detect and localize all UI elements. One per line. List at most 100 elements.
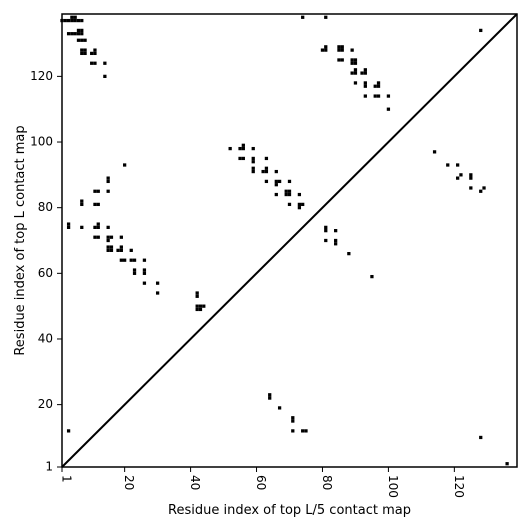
contact-mark-upper <box>301 202 305 207</box>
contact-mark-upper <box>116 248 120 252</box>
contact-mark-upper <box>106 245 110 249</box>
contact-mark-upper <box>80 225 84 229</box>
contact-mark-upper <box>73 18 77 23</box>
contact-mark-upper <box>386 107 391 111</box>
contact-mark-upper <box>334 238 338 243</box>
contact-mark-upper <box>119 258 123 262</box>
contact-mark-upper <box>287 179 292 184</box>
contact-mark-lower <box>301 429 305 433</box>
contact-mark-upper <box>376 94 381 98</box>
contact-mark-upper <box>70 18 74 23</box>
contact-mark-lower <box>304 429 308 433</box>
y-tick-label: 40 <box>38 331 53 345</box>
contact-mark-upper <box>386 94 391 98</box>
contact-mark-upper <box>93 202 97 207</box>
contact-mark-upper <box>274 192 278 197</box>
contact-mark-upper <box>353 61 358 65</box>
contact-mark-upper <box>347 252 351 256</box>
x-tick-label: 120 <box>452 475 466 498</box>
contact-mark-upper <box>195 307 199 312</box>
contact-mark-lower <box>459 173 463 177</box>
contact-mark-upper <box>93 51 97 56</box>
contact-mark-upper <box>96 235 100 239</box>
x-tick-label: 80 <box>320 475 334 490</box>
contact-mark-lower <box>479 435 483 440</box>
contact-mark-lower <box>277 406 282 410</box>
contact-mark-upper <box>80 48 84 52</box>
contact-mark-lower <box>479 28 483 33</box>
contact-mark-lower <box>268 396 272 400</box>
contact-mark-upper <box>264 156 269 161</box>
contact-mark-upper <box>324 225 328 229</box>
contact-mark-upper <box>360 71 364 75</box>
contact-mark-upper <box>287 192 292 197</box>
contact-mark-upper <box>350 71 354 75</box>
contact-mark-upper <box>76 38 81 42</box>
contact-mark-upper <box>301 15 305 19</box>
contact-mark-lower <box>469 173 473 177</box>
contact-mark-upper <box>76 32 81 36</box>
contact-mark-lower <box>456 163 460 167</box>
contact-mark-upper <box>80 28 84 33</box>
contact-mark-upper <box>80 51 84 56</box>
contact-mark-upper <box>96 225 100 229</box>
contact-mark-upper <box>340 45 344 49</box>
contact-mark-upper <box>251 169 255 174</box>
contact-mark-upper <box>195 294 199 298</box>
contact-mark-upper <box>83 48 87 52</box>
contact-mark-upper <box>93 235 97 239</box>
contact-mark-lower <box>291 429 295 433</box>
contact-mark-upper <box>264 169 269 174</box>
contact-mark-lower <box>456 176 460 180</box>
contact-mark-upper <box>320 48 325 52</box>
contact-mark-upper <box>106 235 110 239</box>
contact-mark-upper <box>80 18 84 23</box>
contact-mark-upper <box>132 258 137 262</box>
contact-mark-upper <box>297 202 302 207</box>
contact-mark-upper <box>337 48 341 52</box>
contact-mark-upper <box>274 183 278 187</box>
y-tick-label: 100 <box>30 135 53 149</box>
contact-mark-upper <box>284 189 288 193</box>
y-tick-label: 120 <box>30 69 53 83</box>
contact-mark-upper <box>363 68 367 72</box>
contact-mark-upper <box>324 238 328 243</box>
x-tick-label: 40 <box>188 475 202 490</box>
contact-mark-upper <box>264 179 269 184</box>
contact-mark-upper <box>324 15 328 19</box>
x-axis-title: Residue index of top L/5 contact map <box>168 503 411 518</box>
contact-mark-lower <box>291 416 295 420</box>
lower-contact-marks <box>66 28 509 466</box>
contact-mark-upper <box>277 179 282 184</box>
contact-mark-upper <box>297 206 302 210</box>
contact-mark-upper <box>251 160 255 164</box>
contact-mark-upper <box>106 238 110 243</box>
contact-mark-upper <box>70 32 74 36</box>
contact-mark-upper <box>373 84 377 88</box>
contact-mark-upper <box>324 45 328 49</box>
contact-mark-lower <box>482 186 486 190</box>
contact-mark-lower <box>505 462 509 466</box>
x-tick-label: 20 <box>122 475 136 490</box>
contact-mark-upper <box>363 94 367 98</box>
contact-mark-upper <box>350 58 354 62</box>
contact-mark-upper <box>103 61 107 65</box>
contact-mark-upper <box>238 146 242 151</box>
contact-mark-upper <box>106 248 110 252</box>
contact-mark-upper <box>106 179 110 184</box>
contact-mark-lower <box>446 163 450 167</box>
contact-mark-upper <box>66 32 71 36</box>
contact-mark-upper <box>195 304 199 308</box>
contact-mark-upper <box>334 229 338 233</box>
contact-mark-upper <box>155 291 160 295</box>
contact-mark-upper <box>350 61 354 65</box>
contact-mark-upper <box>93 189 97 193</box>
contact-mark-upper <box>324 48 328 52</box>
contact-mark-upper <box>340 48 344 52</box>
contact-mark-upper <box>90 51 94 56</box>
y-tick-label: 80 <box>38 200 53 214</box>
contact-mark-upper <box>274 169 278 174</box>
contact-mark-upper <box>198 304 203 308</box>
contact-mark-lower <box>432 150 437 154</box>
contact-mark-upper <box>106 225 110 229</box>
